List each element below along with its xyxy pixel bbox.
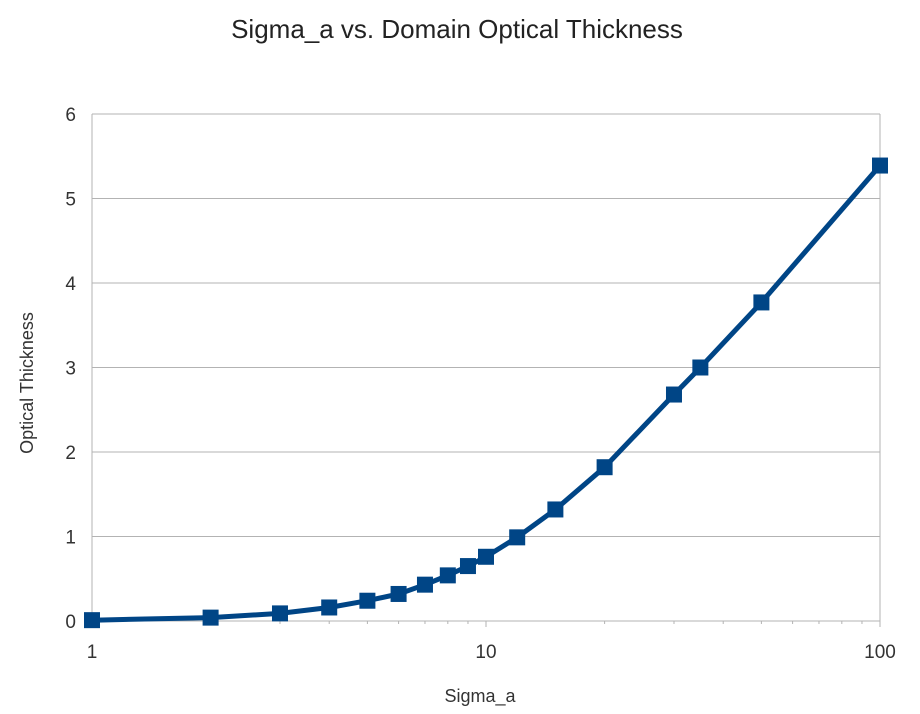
data-point — [321, 599, 338, 616]
data-point — [84, 612, 100, 629]
data-point — [692, 359, 709, 376]
y-tick-label: 4 — [65, 274, 76, 295]
data-point — [202, 609, 219, 626]
x-tick-label: 10 — [475, 642, 496, 663]
y-tick-label: 6 — [65, 105, 76, 126]
data-point — [872, 157, 888, 174]
data-point — [753, 294, 770, 311]
data-point — [478, 548, 494, 565]
y-tick-label: 0 — [65, 612, 76, 633]
data-point — [665, 386, 682, 403]
series-group — [84, 157, 888, 629]
data-point — [359, 592, 376, 609]
data-point — [509, 529, 526, 546]
y-tick-label: 2 — [65, 443, 76, 464]
x-axis-title: Sigma_a — [444, 686, 516, 707]
grid-lines — [92, 113, 880, 622]
data-point — [596, 459, 613, 476]
y-tick-label: 1 — [65, 528, 76, 549]
y-tick-label: 5 — [65, 190, 76, 211]
y-tick-label: 3 — [65, 359, 76, 380]
data-point — [547, 501, 564, 518]
data-point — [390, 585, 407, 602]
axes — [91, 114, 881, 627]
data-point — [416, 576, 433, 593]
data-point — [439, 567, 456, 584]
x-tick-label: 1 — [87, 642, 98, 663]
data-point — [271, 605, 288, 622]
x-tick-label: 100 — [864, 642, 896, 663]
chart-title: Sigma_a vs. Domain Optical Thickness — [231, 14, 683, 44]
y-axis-title: Optical Thickness — [17, 312, 37, 454]
data-point — [459, 558, 476, 575]
